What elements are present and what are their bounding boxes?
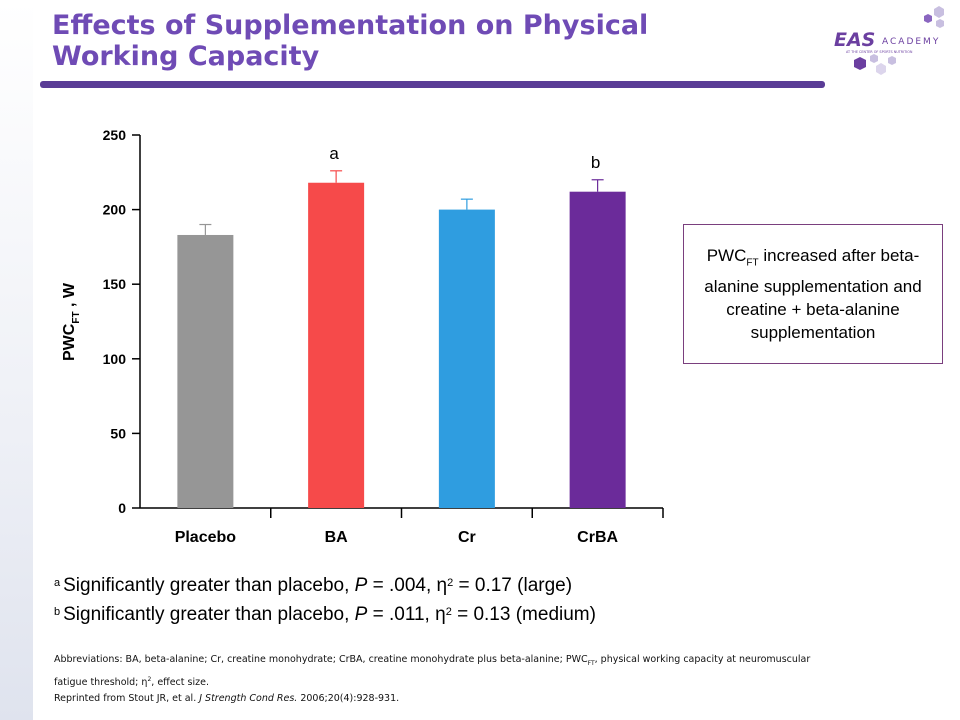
- note-body: increased after beta-alanine supplementa…: [704, 246, 922, 342]
- y-tick-label: 150: [103, 276, 127, 292]
- abbreviations-text: Abbreviations: BA, beta-alanine; Cr, cre…: [54, 652, 934, 691]
- y-tick-label: 250: [103, 127, 127, 143]
- eta-exponent: 2: [445, 606, 452, 618]
- y-tick-label: 50: [110, 425, 126, 441]
- note-prefix: PWC: [706, 246, 747, 266]
- logo-hexagon: [934, 6, 944, 18]
- eta-symbol: η: [435, 604, 446, 625]
- citation-journal: J Strength Cond Res.: [199, 693, 298, 705]
- footnote-marker: a: [54, 577, 61, 589]
- footnote-text: Significantly greater than placebo,: [63, 604, 355, 625]
- footnote-text: = 0.17 (large): [453, 575, 573, 596]
- citation-part: Reprinted from Stout JR, et al.: [54, 693, 200, 705]
- significance-footnotes: a Significantly greater than placebo, P =…: [54, 570, 944, 628]
- y-tick-label: 100: [103, 351, 127, 367]
- x-tick-label: BA: [325, 529, 349, 546]
- p-symbol: P: [354, 604, 368, 625]
- x-tick-label: Placebo: [175, 529, 237, 546]
- eta-squared: η2: [437, 575, 454, 596]
- page-title: Effects of Supplementation on Physical W…: [52, 10, 649, 72]
- left-decorative-strip: [0, 0, 33, 720]
- y-tick-label: 200: [103, 202, 127, 218]
- logo-hexagon: [924, 14, 932, 23]
- y-axis-label: PWCFT , W: [61, 282, 82, 361]
- footnote-a: a Significantly greater than placebo, P =…: [54, 570, 944, 599]
- logo-brand: EAS: [834, 29, 875, 51]
- eta-symbol: η: [141, 677, 148, 689]
- result-note-text: PWCFT increased after beta-alanine suppl…: [696, 244, 930, 343]
- footnote-text: = 0.13 (medium): [451, 604, 596, 625]
- footnote-text: Significantly greater than placebo,: [63, 575, 355, 596]
- footnote-marker: b: [54, 606, 61, 618]
- citation-part: 2006;20(4):928-931.: [297, 693, 400, 705]
- reprint-citation: Reprinted from Stout JR, et al. J Streng…: [54, 691, 934, 707]
- x-tick-label: Cr: [458, 529, 476, 546]
- abbrev-part: Abbreviations: BA, beta-alanine; Cr, cre…: [54, 654, 588, 665]
- eta-exponent: 2: [147, 675, 152, 683]
- logo-word: ACADEMY: [882, 37, 940, 47]
- footnote-text: = .011,: [367, 604, 436, 625]
- abbreviations-note: Abbreviations: BA, beta-alanine; Cr, cre…: [54, 652, 934, 707]
- note-prefix-sub: FT: [746, 257, 759, 269]
- footnote-text: = .004,: [367, 575, 437, 596]
- logo-hexagon: [936, 19, 944, 28]
- title-divider: [40, 81, 825, 88]
- bar-crba: [569, 191, 626, 509]
- logo-hexagon: [888, 56, 896, 65]
- eta-symbol: η: [436, 575, 448, 596]
- eta-exponent: 2: [447, 577, 454, 589]
- eas-academy-logo: EAS ACADEMY AT THE CENTER OF SPORTS NUTR…: [834, 6, 944, 75]
- significance-label: a: [329, 144, 339, 163]
- footnote-b: b Significantly greater than placebo, P =…: [54, 599, 944, 628]
- abbrev-sub: FT: [587, 659, 595, 667]
- bar-ba: [308, 182, 365, 508]
- bar-placebo: [177, 234, 234, 509]
- x-tick-label: CrBA: [577, 529, 618, 546]
- significance-label: b: [591, 153, 600, 172]
- result-note: PWCFT increased after beta-alanine suppl…: [683, 224, 943, 364]
- p-symbol: P: [354, 575, 368, 596]
- eta-squared: η2: [435, 604, 452, 625]
- logo-hexagon: [854, 57, 866, 70]
- y-tick-label: 0: [118, 500, 126, 516]
- abbrev-part: , physical working capacity at neuromusc…: [594, 654, 811, 665]
- logo-hexagon: [870, 54, 878, 63]
- bar-cr: [438, 209, 495, 508]
- logo-tagline: AT THE CENTER OF SPORTS NUTRITION: [846, 50, 913, 54]
- abbrev-part: , effect size.: [151, 677, 209, 689]
- abbrev-part: fatigue threshold;: [54, 677, 142, 689]
- logo-hexagon: [876, 63, 886, 75]
